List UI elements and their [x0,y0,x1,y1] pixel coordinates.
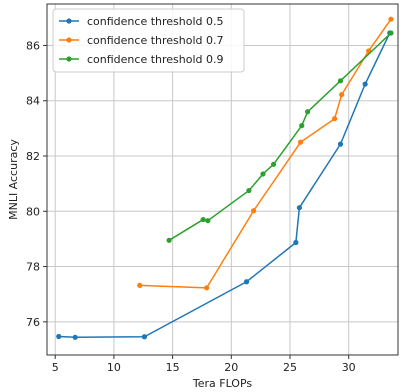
x-tick-label: 30 [342,361,356,374]
data-point [137,282,143,288]
data-point [293,239,299,246]
legend-marker [66,56,72,62]
data-point [72,334,78,340]
data-point [246,187,252,194]
data-point [337,141,344,147]
legend-label: confidence threshold 0.5 [87,15,224,28]
data-point [296,205,302,211]
data-point [205,218,211,224]
data-point [388,30,394,36]
y-tick-label: 76 [26,316,40,329]
series-1 [56,30,393,340]
data-point [166,237,172,243]
x-tick-label: 10 [107,361,121,374]
data-point [260,171,266,177]
legend-label: confidence threshold 0.9 [87,53,224,66]
data-point [200,216,206,223]
y-tick-label: 86 [26,39,40,52]
data-point [141,334,148,340]
y-tick-label: 84 [26,95,40,108]
data-point [332,116,338,122]
data-point [56,333,62,340]
legend-marker [66,37,72,43]
y-axis-label: MNLI Accuracy [7,139,20,220]
data-point [297,139,304,145]
legend-item: confidence threshold 0.7 [59,34,224,47]
plot-frame [46,3,399,356]
x-axis-label: Tera FLOPs [192,377,253,390]
x-tick-label: 20 [224,361,238,374]
legend-marker [66,18,72,24]
x-tick-label: 15 [166,361,180,374]
x-tick-label: 5 [52,361,59,374]
data-point [337,78,344,84]
y-tick-label: 78 [26,261,40,274]
data-point [270,161,277,167]
ticks: 5 10 15 20 25 30 76 78 80 82 84 86 [26,39,356,374]
legend-box [52,8,245,73]
data-point [339,92,345,98]
data-point [362,81,368,87]
y-tick-label: 80 [26,205,40,218]
data-point [305,109,311,115]
x-tick-label: 25 [283,361,297,374]
legend-item: confidence threshold 0.9 [59,53,224,66]
series-3 [166,30,394,243]
legend-label: confidence threshold 0.7 [87,34,224,47]
data-point [243,279,250,285]
data-point [251,208,257,214]
y-tick-label: 82 [26,150,40,163]
data-point [388,16,394,22]
legend: confidence threshold 0.5 confidence thres… [52,8,245,73]
data-point [204,285,210,291]
legend-item: confidence threshold 0.5 [59,15,224,28]
data-point [299,123,305,129]
series-layer [56,16,394,340]
